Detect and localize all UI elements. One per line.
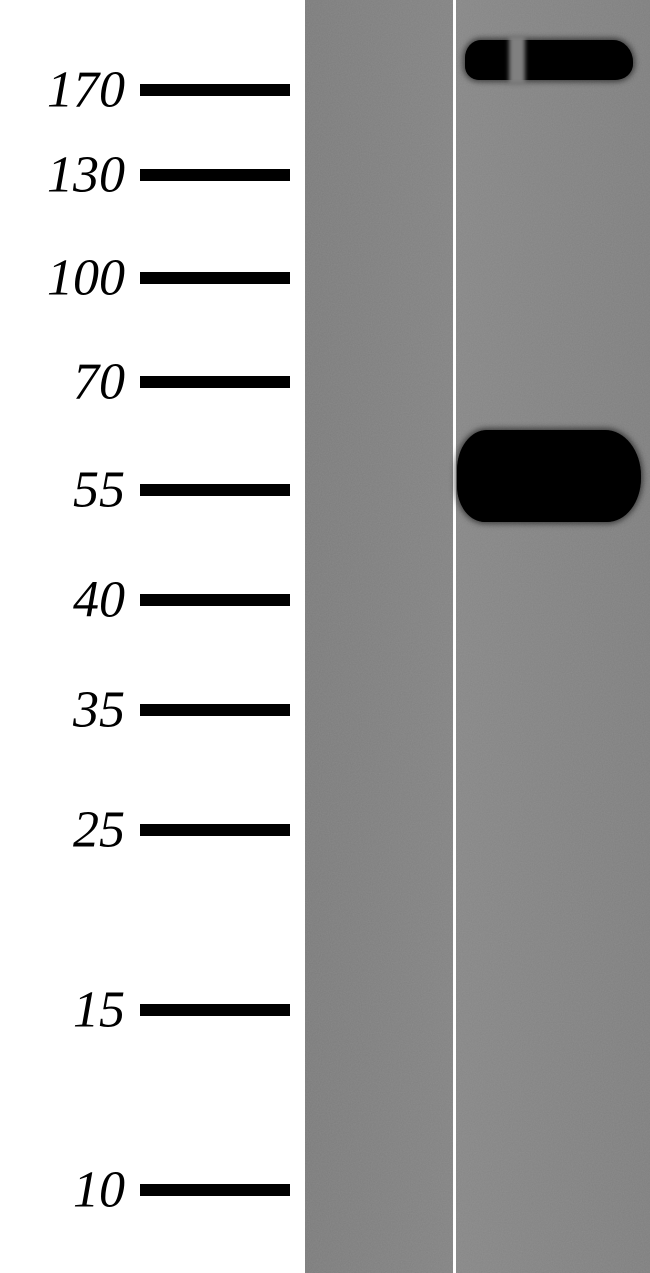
mw-marker-tick [140,594,290,606]
mw-ladder-panel: 170 130 100 70 55 40 35 25 15 10 [0,0,305,1273]
western-blot-figure: 170 130 100 70 55 40 35 25 15 10 [0,0,650,1273]
mw-marker-tick [140,824,290,836]
membrane-panel [305,0,650,1273]
mw-marker-tick [140,272,290,284]
mw-marker-label: 10 [73,1161,125,1220]
mw-marker-tick [140,484,290,496]
mw-marker-label: 35 [73,681,125,740]
blot-band [457,430,641,522]
mw-marker-label: 100 [47,249,125,308]
mw-marker-tick [140,84,290,96]
mw-marker-label: 70 [73,353,125,412]
mw-marker-tick [140,376,290,388]
mw-marker-tick [140,169,290,181]
mw-marker-tick [140,1184,290,1196]
mw-marker-label: 15 [73,981,125,1040]
band-notch [509,36,525,84]
mw-marker-label: 55 [73,461,125,520]
mw-marker-label: 170 [47,61,125,120]
blot-band [465,40,633,80]
mw-marker-label: 40 [73,571,125,630]
mw-marker-label: 25 [73,801,125,860]
lane-divider [453,0,456,1273]
membrane-background [305,0,650,1273]
mw-marker-tick [140,704,290,716]
mw-marker-tick [140,1004,290,1016]
mw-marker-label: 130 [47,146,125,205]
